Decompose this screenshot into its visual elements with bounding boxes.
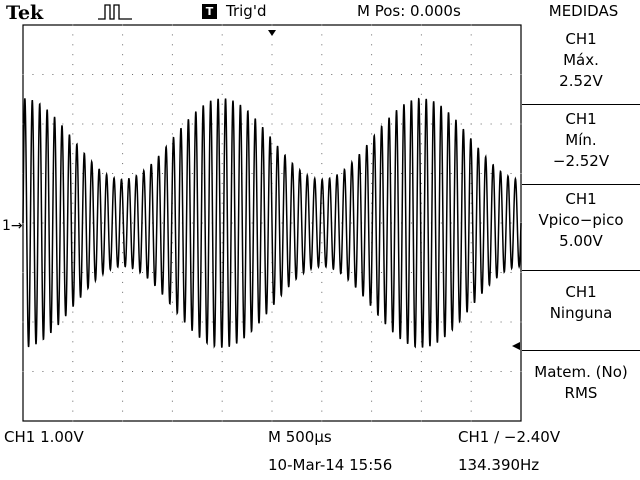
trigger-label: Trig'd: [226, 2, 267, 20]
waveform-graticule: [22, 24, 522, 422]
measurement-2[interactable]: CH1 Mín. −2.52V: [552, 110, 610, 170]
math-measurement[interactable]: Matem. (No) RMS: [534, 363, 628, 402]
trigger-position-marker: [268, 30, 276, 36]
trigger-level-marker: [512, 342, 520, 350]
trigger-status: T Trig'd: [202, 2, 266, 20]
horizontal-position: M Pos: 0.000s: [357, 2, 461, 20]
brand-logo: Tek: [6, 2, 44, 24]
timebase: M 500μs: [268, 428, 332, 446]
trigger-badge: T: [202, 3, 217, 19]
pulse-icon: [98, 1, 134, 27]
measurement-4[interactable]: CH1 Ninguna: [549, 283, 613, 322]
trigger-level: CH1 ∕ −2.40V: [458, 428, 561, 446]
date-time: 10-Mar-14 15:56: [268, 456, 393, 474]
status-bar: Tek T Trig'd M Pos: 0.000s MEDIDAS: [0, 0, 640, 24]
measurement-3[interactable]: CH1 Vpico−pico 5.00V: [538, 190, 624, 250]
measurement-1[interactable]: CH1 Máx. 2.52V: [559, 30, 603, 90]
ch1-scale: CH1 1.00V: [4, 428, 84, 446]
channel-1-marker: 1→: [2, 218, 23, 234]
frequency-readout: 134.390Hz: [458, 456, 540, 474]
side-menu-title: MEDIDAS: [548, 2, 619, 20]
ch1-waveform: [22, 97, 522, 349]
